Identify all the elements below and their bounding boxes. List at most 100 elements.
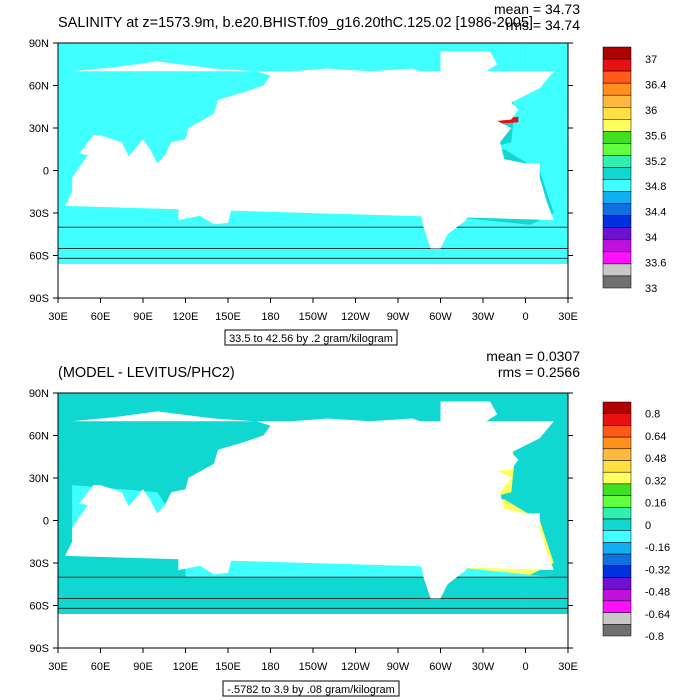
y-tick-label: 60S xyxy=(29,251,49,263)
x-tick-label: 30E xyxy=(558,311,578,323)
y-tick-label: 90S xyxy=(29,643,49,655)
colorbar-label: 0.48 xyxy=(645,453,666,465)
y-axis: 90N 60N 30N 0 30S 60S 90S xyxy=(29,388,573,655)
colorbar-swatch xyxy=(602,143,632,156)
colorbar-swatch xyxy=(602,460,632,473)
x-tick-label: 30E xyxy=(558,661,578,673)
x-tick-label: 60W xyxy=(429,311,452,323)
x-tick-label: 30E xyxy=(48,311,68,323)
colorbar-label: 35.6 xyxy=(645,130,666,142)
x-tick-label: 60E xyxy=(91,311,111,323)
colorbar-swatch xyxy=(602,483,632,496)
colorbar-swatch xyxy=(602,612,632,625)
colorbar-swatch xyxy=(602,577,632,590)
colorbar-swatch xyxy=(602,70,632,84)
land-mask xyxy=(178,184,233,225)
colorbar-label: 35.2 xyxy=(645,156,666,168)
colorbar-swatch xyxy=(602,203,632,216)
colorbar: 37 36.4 36 35.6 35.2 34.8 34.4 34 33.6 33 xyxy=(602,46,666,295)
y-tick-label: 30S xyxy=(29,208,49,220)
x-tick-label: 60W xyxy=(429,661,452,673)
colorbar-label: 0.32 xyxy=(645,475,666,487)
colorbar-label: -0.8 xyxy=(645,631,664,643)
x-tick-label: 30W xyxy=(472,661,495,673)
x-tick-label: 180 xyxy=(261,311,279,323)
mean-label: mean = 34.73 xyxy=(494,1,580,17)
colorbar-label: 0.64 xyxy=(645,431,666,443)
x-tick-label: 120E xyxy=(173,311,199,323)
colorbar-swatch xyxy=(602,401,632,414)
x-tick-label: 30E xyxy=(48,661,68,673)
land-mask xyxy=(178,534,233,575)
colorbar-swatch xyxy=(602,448,632,461)
colorbar-swatch xyxy=(602,167,632,180)
x-tick-label: 120E xyxy=(173,661,199,673)
y-tick-label: 30N xyxy=(29,123,49,135)
colorbar-label: 34 xyxy=(645,232,657,244)
land-mask xyxy=(65,411,554,571)
colorbar-swatch xyxy=(602,227,632,241)
x-tick-label: 90E xyxy=(133,311,153,323)
colorbar-label: 33.6 xyxy=(645,258,666,270)
colorbar-label: -0.16 xyxy=(645,542,670,554)
antarctica-mask xyxy=(58,264,568,298)
land-mask xyxy=(65,61,554,221)
x-tick-label: 150W xyxy=(299,661,328,673)
range-label: 33.5 to 42.56 by .2 gram/kilogram xyxy=(229,333,393,345)
x-tick-label: 150E xyxy=(215,311,241,323)
colorbar-label: 36.4 xyxy=(645,79,666,91)
x-tick-label: 90W xyxy=(387,661,410,673)
map-area xyxy=(57,42,569,299)
y-tick-label: 0 xyxy=(43,516,49,528)
colorbar-swatch xyxy=(602,251,632,265)
y-tick-label: 60N xyxy=(29,431,49,443)
y-tick-label: 30S xyxy=(29,558,49,570)
panel-title: (MODEL - LEVITUS/PHC2) xyxy=(58,365,235,381)
land-mask xyxy=(150,163,186,182)
antarctica-mask xyxy=(58,614,568,648)
colorbar-swatch xyxy=(602,94,632,108)
land-mask xyxy=(201,523,228,534)
y-tick-label: 30N xyxy=(29,473,49,485)
y-axis: 90N 60N 30N 0 30S 60S 90S xyxy=(29,38,573,305)
colorbar-swatch xyxy=(602,624,632,637)
colorbar-swatch xyxy=(602,553,632,567)
colorbar-swatch xyxy=(602,565,632,578)
colorbar-swatch xyxy=(602,471,632,485)
difference-panel: (MODEL - LEVITUS/PHC2) mean = 0.0307 rms… xyxy=(29,348,670,697)
colorbar-label: 0 xyxy=(645,520,651,532)
colorbar-swatch xyxy=(602,215,632,228)
colorbar-swatch xyxy=(602,82,632,96)
colorbar-label: 0.16 xyxy=(645,498,666,510)
y-tick-label: 0 xyxy=(43,166,49,178)
salinity-panel: SALINITY at z=1573.9m, b.e20.BHIST.f09_g… xyxy=(29,1,666,346)
colorbar-swatch xyxy=(602,46,632,60)
colorbar-swatch xyxy=(602,107,632,120)
x-axis: 30E 60E 90E 120E 150E 180 150W 120W 90W 60W 30W 0 30… xyxy=(48,298,578,323)
colorbar-swatch xyxy=(602,530,632,543)
colorbar-swatch xyxy=(602,263,632,277)
x-tick-label: 180 xyxy=(261,661,279,673)
colorbar-swatch xyxy=(602,600,632,613)
x-tick-label: 150W xyxy=(299,311,328,323)
colorbar-label: -0.48 xyxy=(645,587,670,599)
colorbar-label: 37 xyxy=(645,54,657,66)
colorbar-swatch xyxy=(602,239,632,253)
y-tick-label: 90N xyxy=(29,388,49,400)
y-tick-label: 90S xyxy=(29,293,49,305)
x-tick-label: 60E xyxy=(91,661,111,673)
rms-label: rms = 0.2566 xyxy=(498,364,580,380)
colorbar-swatch xyxy=(602,436,632,450)
colorbar-swatch xyxy=(602,518,632,531)
colorbar-swatch xyxy=(602,191,632,204)
colorbar-label: 36 xyxy=(645,105,657,117)
colorbar-label: 34.8 xyxy=(645,181,666,193)
colorbar-swatch xyxy=(602,179,632,192)
colorbar-swatch xyxy=(602,588,632,602)
map-area xyxy=(57,392,569,649)
colorbar-swatch xyxy=(602,495,632,508)
colorbar-label: 0.8 xyxy=(645,409,660,421)
colorbar-swatch xyxy=(602,131,632,144)
mean-label: mean = 0.0307 xyxy=(486,348,580,364)
